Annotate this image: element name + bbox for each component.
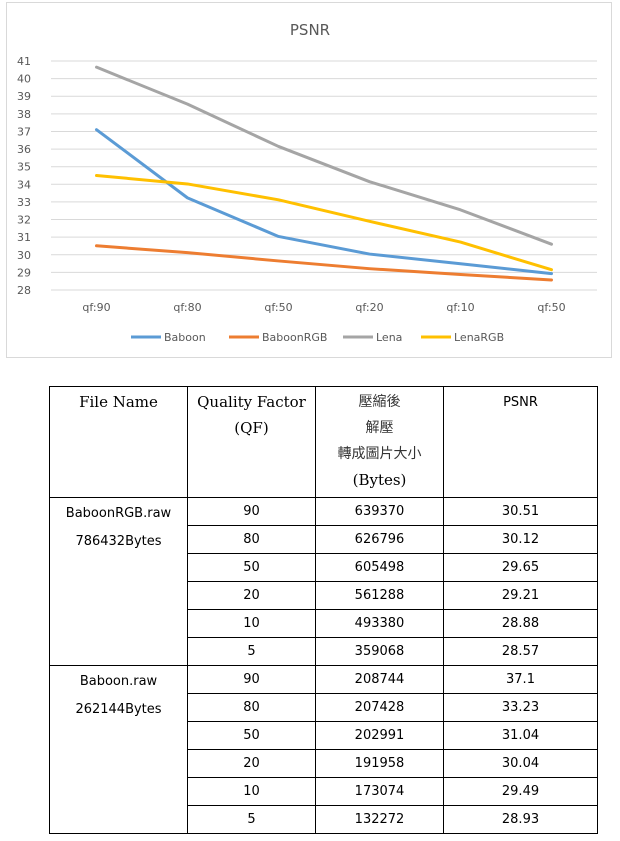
header-size: 壓縮後 解壓 轉成圖片大小 (Bytes) bbox=[315, 386, 444, 498]
psnr-cell: 37.1 bbox=[443, 665, 598, 694]
x-axis-ticks: qf:90 qf:80 qf:50 qf:20 qf:10 qf:50 bbox=[82, 301, 565, 314]
quality-factor-cell: 90 bbox=[187, 497, 316, 526]
quality-factor-cell: 10 bbox=[187, 609, 316, 638]
x-tick-label: qf:90 bbox=[82, 301, 110, 314]
size-cell: 202991 bbox=[315, 721, 444, 750]
size-cell: 208744 bbox=[315, 665, 444, 694]
psnr-cell: 28.57 bbox=[443, 637, 598, 666]
quality-factor-cell: 5 bbox=[187, 637, 316, 666]
quality-factor-cell: 20 bbox=[187, 749, 316, 778]
file-name: BaboonRGB.raw bbox=[65, 506, 172, 521]
y-tick-label: 37 bbox=[17, 125, 31, 138]
table-row: 80 207428 33.23 bbox=[50, 693, 598, 722]
y-tick-label: 36 bbox=[17, 143, 31, 156]
size-cell: 493380 bbox=[315, 609, 444, 638]
psnr-chart: PSNR 41 40 39 38 37 36 35 34 33 32 31 30 29 28 qf:90 q… bbox=[6, 2, 612, 358]
psnr-cell: 33.23 bbox=[443, 693, 598, 722]
quality-factor-cell: 50 bbox=[187, 721, 316, 750]
size-cell: 173074 bbox=[315, 777, 444, 806]
y-tick-label: 33 bbox=[17, 196, 31, 209]
file-name-cell: BaboonRGB.raw 786432Bytes bbox=[49, 497, 188, 666]
quality-factor-cell: 10 bbox=[187, 777, 316, 806]
table-row: 5 132272 28.93 bbox=[50, 805, 598, 834]
series-lines bbox=[95, 65, 553, 282]
y-tick-label: 41 bbox=[17, 55, 31, 68]
psnr-cell: 31.04 bbox=[443, 721, 598, 750]
psnr-cell: 30.51 bbox=[443, 497, 598, 526]
table-row: BaboonRGB.raw 786432Bytes 90 639370 30.51 bbox=[49, 497, 598, 666]
series-line-lenargb bbox=[95, 174, 553, 272]
psnr-cell: 30.12 bbox=[443, 525, 598, 554]
table-row: 10 493380 28.88 bbox=[50, 609, 598, 638]
y-tick-label: 31 bbox=[17, 231, 31, 244]
size-cell: 626796 bbox=[315, 525, 444, 554]
series-line-baboon bbox=[95, 128, 553, 276]
psnr-cell: 30.04 bbox=[443, 749, 598, 778]
size-cell: 132272 bbox=[315, 805, 444, 834]
quality-factor-cell: 50 bbox=[187, 553, 316, 582]
chart-title: PSNR bbox=[290, 21, 330, 39]
legend-label: BaboonRGB bbox=[262, 331, 327, 344]
table-row: 5 359068 28.57 bbox=[50, 637, 598, 666]
size-cell: 639370 bbox=[315, 497, 444, 526]
quality-factor-cell: 5 bbox=[187, 805, 316, 834]
table-body: BaboonRGB.raw 786432Bytes 90 639370 30.51 80 6… bbox=[49, 497, 598, 834]
y-tick-label: 38 bbox=[17, 108, 31, 121]
legend-label: Baboon bbox=[164, 331, 206, 344]
psnr-cell: 29.65 bbox=[443, 553, 598, 582]
file-name: Baboon.raw bbox=[79, 674, 158, 689]
header-quality-factor: Quality Factor (QF) bbox=[187, 386, 316, 498]
table-row: 80 626796 30.12 bbox=[50, 525, 598, 554]
size-cell: 561288 bbox=[315, 581, 444, 610]
y-tick-label: 34 bbox=[17, 178, 31, 191]
y-tick-label: 28 bbox=[17, 284, 31, 297]
y-tick-label: 35 bbox=[17, 161, 31, 174]
x-tick-label: qf:20 bbox=[355, 301, 383, 314]
legend-label: LenaRGB bbox=[454, 331, 504, 344]
y-tick-label: 39 bbox=[17, 90, 31, 103]
x-tick-label: qf:50 bbox=[537, 301, 565, 314]
x-tick-label: qf:50 bbox=[264, 301, 292, 314]
size-cell: 207428 bbox=[315, 693, 444, 722]
table-row: Baboon.raw 262144Bytes 90 208744 37.1 bbox=[49, 665, 598, 834]
x-tick-label: qf:80 bbox=[173, 301, 201, 314]
y-tick-label: 40 bbox=[17, 73, 31, 86]
quality-factor-cell: 20 bbox=[187, 581, 316, 610]
legend-label: Lena bbox=[376, 331, 402, 344]
size-cell: 605498 bbox=[315, 553, 444, 582]
psnr-table: File Name Quality Factor (QF) 壓縮後 解壓 轉成圖… bbox=[49, 386, 598, 834]
file-size: 786432Bytes bbox=[75, 534, 162, 549]
y-axis-ticks: 41 40 39 38 37 36 35 34 33 32 31 30 29 28 bbox=[17, 55, 31, 297]
x-tick-label: qf:10 bbox=[446, 301, 474, 314]
chart-legend: Baboon BaboonRGB Lena LenaRGB bbox=[131, 331, 504, 344]
series-line-baboonrgb bbox=[95, 244, 553, 282]
psnr-cell: 29.49 bbox=[443, 777, 598, 806]
series-line-lena bbox=[95, 65, 553, 246]
grid-lines bbox=[51, 60, 597, 291]
table-row: 10 173074 29.49 bbox=[50, 777, 598, 806]
file-size: 262144Bytes bbox=[75, 702, 162, 717]
file-name-cell: Baboon.raw 262144Bytes bbox=[49, 665, 188, 834]
quality-factor-cell: 90 bbox=[187, 665, 316, 694]
size-cell: 359068 bbox=[315, 637, 444, 666]
header-file-name: File Name bbox=[49, 386, 188, 498]
y-tick-label: 30 bbox=[17, 249, 31, 262]
header-psnr: PSNR bbox=[443, 386, 598, 498]
psnr-cell: 28.88 bbox=[443, 609, 598, 638]
quality-factor-cell: 80 bbox=[187, 525, 316, 554]
psnr-cell: 29.21 bbox=[443, 581, 598, 610]
psnr-cell: 28.93 bbox=[443, 805, 598, 834]
table-row: 20 191958 30.04 bbox=[50, 749, 598, 778]
y-tick-label: 32 bbox=[17, 214, 31, 227]
table-header-row: File Name Quality Factor (QF) 壓縮後 解壓 轉成圖… bbox=[49, 386, 598, 498]
table-row: 20 561288 29.21 bbox=[50, 581, 598, 610]
y-tick-label: 29 bbox=[17, 266, 31, 279]
quality-factor-cell: 80 bbox=[187, 693, 316, 722]
size-cell: 191958 bbox=[315, 749, 444, 778]
